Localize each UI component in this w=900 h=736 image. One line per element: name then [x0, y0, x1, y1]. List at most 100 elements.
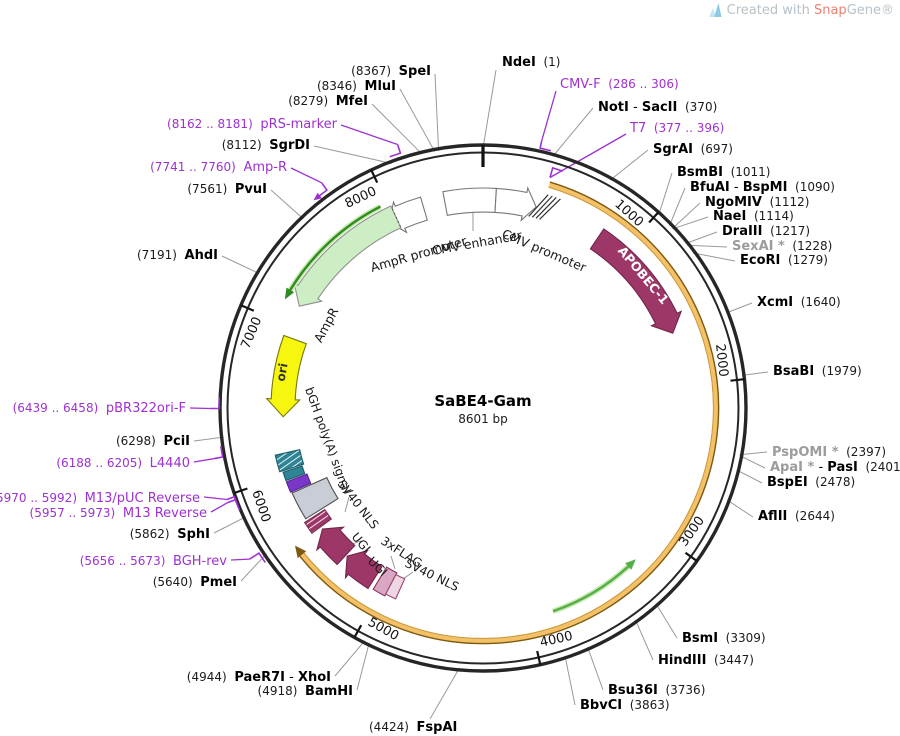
feature-connector-line: [390, 555, 396, 570]
feature-label: SV40 NLS: [403, 556, 461, 594]
ampr-junction: [390, 206, 402, 228]
bgh-polya-box: [291, 476, 339, 520]
ampr-dir-arrow: [289, 205, 381, 291]
enzyme-label: SgrAI (697): [653, 142, 733, 157]
primer-label: (5656 .. 5673) BGH-rev: [80, 554, 228, 569]
scale-tick: [684, 551, 698, 562]
primer-leader-line: [203, 496, 227, 501]
enzyme-leader-line: [669, 187, 686, 226]
site-labels: NdeI (1) NotI - SacII (370) SgrAI (697) Bsm…: [0, 55, 900, 735]
primer-label: (5970 .. 5992) M13/pUC Reverse: [0, 491, 200, 506]
primer-label: T7 (377 .. 396): [629, 121, 724, 136]
plasmid-size: 8601 bp: [458, 411, 508, 426]
enzyme-leader-line: [482, 69, 497, 148]
orf-arc: [299, 181, 720, 645]
teal-hatched-box: [274, 449, 305, 473]
enzyme-leader-line: [609, 149, 649, 181]
plasmid-backbone-ring: [218, 143, 748, 673]
enzyme-label: (4424) FspAI: [369, 720, 457, 735]
plasmid-name: SaBE4-Gam: [434, 392, 532, 410]
enzyme-label: (4918) BamHI: [258, 684, 353, 699]
enzyme-leader-line: [736, 469, 763, 484]
enzyme-label: NgoMIV (1112): [705, 195, 809, 210]
primer-leader-line: [541, 90, 557, 141]
enzyme-leader-line: [399, 88, 436, 152]
enzyme-leader-line: [725, 302, 753, 314]
enzyme-leader-line: [313, 145, 392, 164]
feature-connector-line: [344, 496, 350, 513]
enzyme-leader-line: [193, 436, 224, 442]
snapgene-watermark: Created with SnapGene®: [707, 1, 894, 19]
enzyme-leader-line: [685, 231, 718, 244]
enzyme-leader-line: [213, 516, 247, 534]
scale-tick: [233, 487, 248, 495]
primer-label: (8162 .. 8181) pRS-marker: [167, 117, 338, 132]
enzyme-label: BfuAI - BspMI (1090): [690, 180, 835, 195]
primer-mark-icon: [539, 140, 552, 152]
enzyme-leader-line: [587, 646, 604, 691]
enzyme-label: DraIII (1217): [722, 224, 810, 239]
enzyme-label: (8346) MluI: [317, 79, 396, 94]
primer-mark-icon: [317, 182, 329, 198]
scale-tick: [536, 650, 542, 665]
primer-leader-line: [290, 167, 322, 184]
ampr-dir-arrow-head-icon: [284, 287, 295, 300]
enzyme-leader-line: [655, 603, 678, 639]
enzyme-label: SexAI * (1228): [732, 239, 832, 254]
enzyme-leader-line: [270, 189, 304, 220]
enzyme-label: NdeI (1): [502, 55, 560, 70]
plasmid-title-block: SaBE4-Gam 8601 bp: [434, 392, 531, 427]
enzyme-label: (5640) PmeI: [153, 575, 237, 590]
feature-label: ori: [274, 362, 291, 382]
primer-leader-line: [189, 407, 211, 410]
purple-strip: [285, 473, 312, 493]
teal-strip: [282, 465, 306, 482]
enzyme-label: (7561) PvuI: [187, 182, 267, 197]
enzyme-label: BsaBI (1979): [773, 364, 862, 379]
primer-label: CMV-F (286 .. 306): [560, 77, 679, 92]
promoter-hatch-mark: [531, 195, 553, 218]
enzyme-leader-line: [741, 371, 769, 376]
enzyme-leader-line: [672, 216, 709, 230]
primer-leader-line: [340, 124, 398, 146]
primer-arrowhead-icon: [313, 192, 322, 201]
primer-label: (6188 .. 6205) L4440: [56, 456, 190, 471]
enzyme-label: (4944) PaeR7I - XhoI: [187, 670, 331, 685]
feature-label: UGI: [349, 530, 374, 556]
enzyme-label: HindIII (3447): [658, 653, 754, 668]
leader-lines: [189, 69, 769, 720]
promoter-hatch-mark: [535, 196, 557, 219]
enzyme-leader-line: [672, 202, 701, 229]
enzyme-leader-line: [692, 252, 736, 262]
enzyme-label: (5862) SphI: [130, 527, 210, 542]
scale-tick-label: 2000: [712, 343, 731, 378]
feature-label: AmpR: [311, 305, 342, 345]
scale-tick: [240, 304, 255, 312]
cmv-enhancer-band: [442, 187, 497, 216]
enzyme-label: BspEI (2478): [767, 475, 855, 490]
scale-tick: [370, 169, 379, 184]
enzyme-label: BbvCI (3863): [580, 698, 670, 713]
enzyme-leader-line: [739, 455, 766, 469]
orf-arc-outer-edge: [299, 181, 720, 645]
enzyme-label: NaeI (1114): [713, 209, 794, 224]
enzyme-label: (8112) SgrDI: [222, 138, 310, 153]
features: [265, 181, 720, 645]
cmv-promoter-arrow: [494, 186, 537, 222]
enzyme-leader-line: [334, 640, 366, 677]
primer-label: (7741 .. 7760) Amp-R: [150, 160, 287, 175]
ugi-arrow-2: [344, 549, 383, 590]
primer-mark-icon: [226, 495, 240, 508]
primer-leader-line: [210, 501, 229, 513]
enzyme-leader-line: [658, 172, 673, 216]
ampr-band: [293, 205, 402, 307]
primer-label: (6439 .. 6458) pBR322ori-F: [13, 401, 186, 416]
enzyme-leader-line: [686, 244, 728, 248]
orf-arrowhead-icon: [295, 545, 307, 559]
primer-mark-icon: [213, 445, 224, 460]
enzyme-label: NotI - SacII (370): [598, 100, 717, 115]
ugi-arrow-1: [315, 526, 356, 566]
enzyme-label: PspOMI * (2397): [772, 445, 886, 460]
